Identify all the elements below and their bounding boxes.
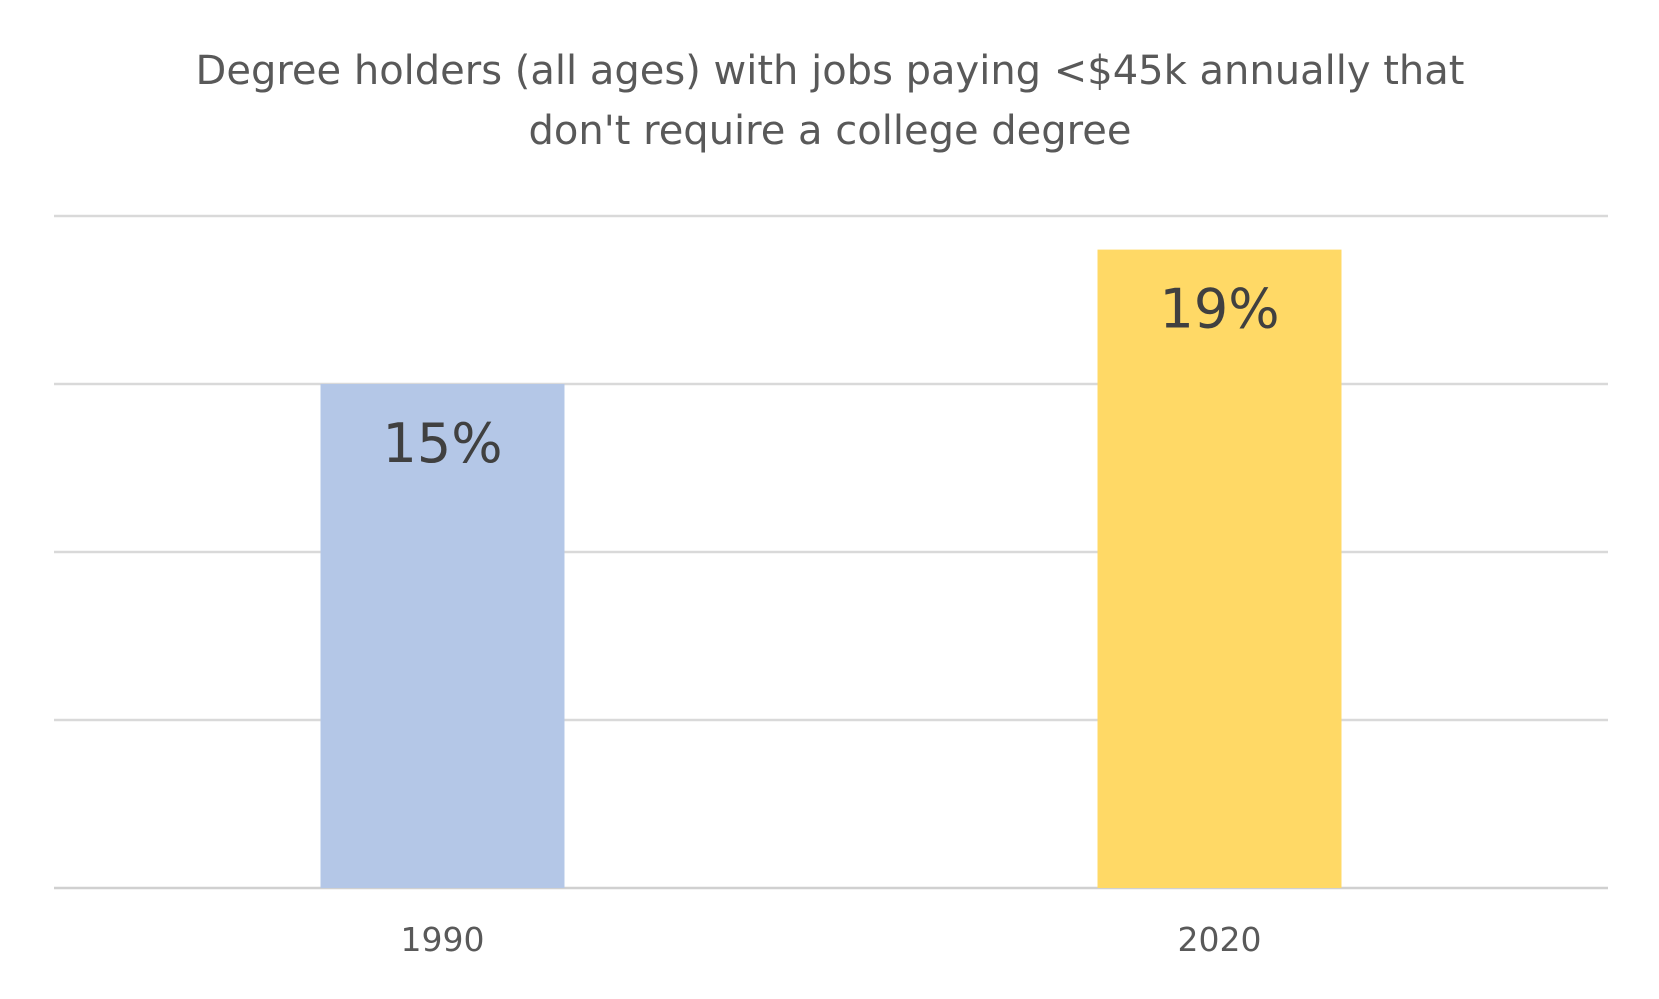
chart-title-line-1: Degree holders (all ages) with jobs payi… xyxy=(196,48,1465,94)
gridlines xyxy=(54,214,1608,890)
bar-2020 xyxy=(1097,249,1342,889)
bar-1990 xyxy=(320,384,565,888)
bar-value-labels: 15% 19% xyxy=(382,278,1279,475)
bar-value-label-1990: 15% xyxy=(382,412,502,475)
chart-title-line-2: don't require a college degree xyxy=(529,108,1132,154)
bar-value-label-2020: 19% xyxy=(1159,278,1279,341)
bars xyxy=(320,249,1342,889)
x-axis-tick-labels: 1990 2020 xyxy=(401,920,1262,959)
x-tick-label-1990: 1990 xyxy=(401,920,485,959)
x-tick-label-2020: 2020 xyxy=(1178,920,1262,959)
